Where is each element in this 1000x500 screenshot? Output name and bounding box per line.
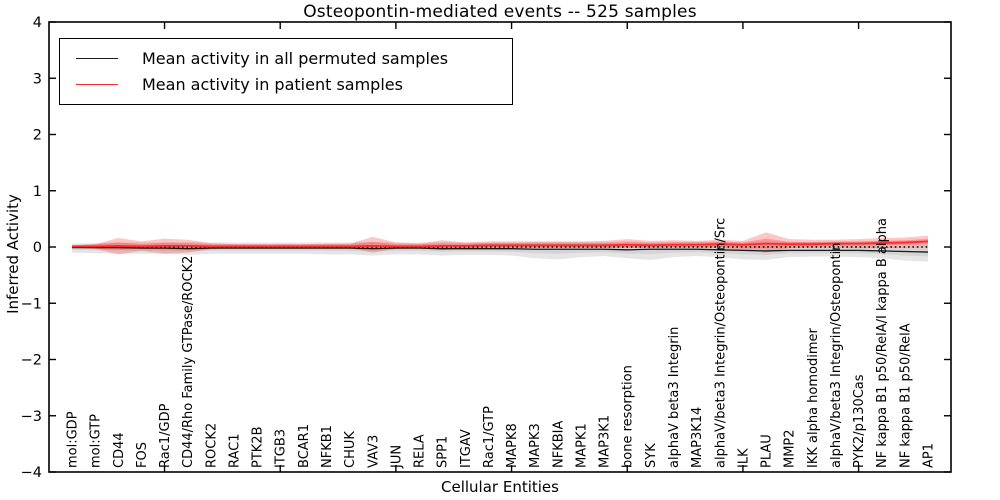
x-tick-label: SYK <box>644 443 659 468</box>
x-tick-label: MMP2 <box>783 429 798 468</box>
x-tick-label: FOS <box>135 442 150 468</box>
x-tick-label: CD44 <box>112 432 127 468</box>
x-tick-label: PYK2/p130Cas <box>852 374 867 468</box>
x-tick-label: MAPK8 <box>505 423 520 468</box>
y-tick-label: 0 <box>33 240 42 256</box>
x-tick-label: mol:GTP <box>89 414 104 468</box>
y-tick-label: 1 <box>33 184 42 200</box>
x-tick-label: NF kappa B1 p50/RelA <box>898 323 913 468</box>
y-tick-label: 3 <box>33 71 42 87</box>
legend: Mean activity in all permuted samples Me… <box>59 38 513 105</box>
x-tick-label: RAC1 <box>227 433 242 468</box>
x-axis-label: Cellular Entities <box>441 478 559 496</box>
legend-item-permuted: Mean activity in all permuted samples <box>60 45 512 71</box>
legend-item-patient: Mean activity in patient samples <box>60 71 512 97</box>
x-tick-label: MAPK1 <box>574 423 589 468</box>
x-tick-label: PLAU <box>760 434 775 468</box>
x-tick-label: BCAR1 <box>297 424 312 468</box>
x-tick-label: NFKBIA <box>551 421 566 468</box>
x-tick-label: alphaV beta3 Integrin <box>667 327 682 468</box>
x-tick-label: ROCK2 <box>204 423 219 468</box>
x-tick-label: ITGB3 <box>274 429 289 468</box>
y-tick-label: −3 <box>21 409 42 425</box>
x-tick-label: IKK alpha homodimer <box>806 327 821 468</box>
permuted-line-swatch <box>76 57 118 59</box>
x-tick-label: bone resorption <box>621 365 636 468</box>
x-tick-label: RELA <box>413 434 428 468</box>
x-tick-label: SPP1 <box>436 436 451 468</box>
legend-label-permuted: Mean activity in all permuted samples <box>142 48 449 68</box>
y-tick-label: −1 <box>21 296 42 312</box>
x-tick-label: Rac1/GDP <box>158 403 173 468</box>
x-tick-label: alphaV/beta3 Integrin/Osteopontin/Src <box>713 218 728 468</box>
x-tick-label: CD44/Rho Family GTPase/ROCK2 <box>181 256 196 468</box>
y-tick-label: −2 <box>21 353 42 369</box>
x-tick-label: MAPK3 <box>528 423 543 468</box>
x-tick-label: NF kappa B1 p50/RelA/I kappa B alpha <box>875 218 890 468</box>
x-tick-label: MAP3K14 <box>690 407 705 468</box>
y-tick-label: 2 <box>33 128 42 144</box>
x-tick-label: alphaV/beta3 Integrin/Osteopontin <box>829 243 844 468</box>
y-axis-label: Inferred Activity <box>4 194 22 314</box>
patient-mean-line <box>72 240 929 248</box>
chart-title: Osteopontin-mediated events -- 525 sampl… <box>303 2 697 22</box>
x-tick-label: PTK2B <box>251 427 266 469</box>
x-tick-label: mol:GDP <box>66 411 81 468</box>
x-tick-label: NFKB1 <box>320 425 335 468</box>
permuted-mean-line <box>72 246 929 253</box>
x-tick-label: JUN <box>389 445 404 469</box>
x-tick-label: MAP3K1 <box>598 415 613 468</box>
y-tick-label: 4 <box>33 15 42 31</box>
y-tick-label: −4 <box>21 465 42 481</box>
x-tick-label: Rac1/GTP <box>482 406 497 468</box>
x-tick-label: ITGAV <box>459 429 474 468</box>
legend-label-patient: Mean activity in patient samples <box>142 74 403 94</box>
patient-band <box>72 232 928 255</box>
x-tick-label: VAV3 <box>366 435 381 468</box>
x-tick-label: CHUK <box>343 431 358 468</box>
x-tick-label: ILK <box>736 448 751 468</box>
patient-line-swatch <box>76 83 118 85</box>
x-tick-label: AP1 <box>922 443 937 468</box>
